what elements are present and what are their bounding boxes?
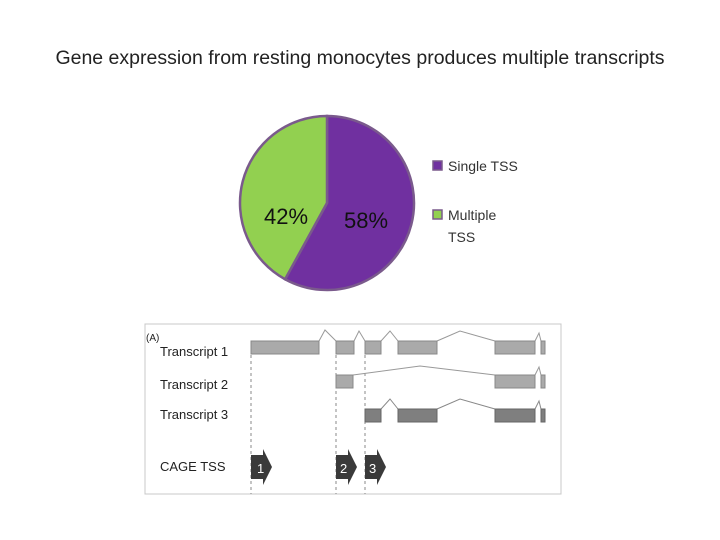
track-label-transcript-3: Transcript 3 [160,407,228,422]
legend-label-0-0: Single TSS [448,158,518,174]
track-label-transcript-1: Transcript 1 [160,344,228,359]
pie-slice-multiple-tss [238,114,329,281]
chart-title: Gene expression from resting monocytes p… [55,47,665,69]
legend: Single TSS Multiple TSS [432,158,518,245]
pie-labels: 58% 42% [264,204,388,233]
pie-chart [238,114,416,292]
legend-swatch-0 [432,160,443,171]
transcript-1-model [250,329,546,355]
tss-number-1: 1 [257,461,264,476]
panel-label: (A) [146,333,159,344]
tss-arrow-1: 1 [251,449,272,485]
track-label-transcript-2: Transcript 2 [160,377,228,392]
tss-arrow-2: 2 [336,449,357,485]
legend-swatch-1 [432,209,443,220]
legend-label-1-1: TSS [448,229,475,245]
pie-label-single-tss: 58% [344,208,388,233]
pie-label-multiple-tss: 42% [264,204,308,229]
legend-label-1-0: Multiple [448,207,496,223]
tss-number-3: 3 [369,461,376,476]
pie-slice-single-tss [283,114,416,292]
tss-number-2: 2 [340,461,347,476]
transcript-diagram: (A) Transcript 1 Transcript 2 Transcript… [144,323,562,495]
tss-arrow-3: 3 [365,449,386,485]
transcript-2-model [335,365,546,389]
transcript-3-model [364,398,546,423]
cage-tss-label: CAGE TSS [160,459,226,474]
